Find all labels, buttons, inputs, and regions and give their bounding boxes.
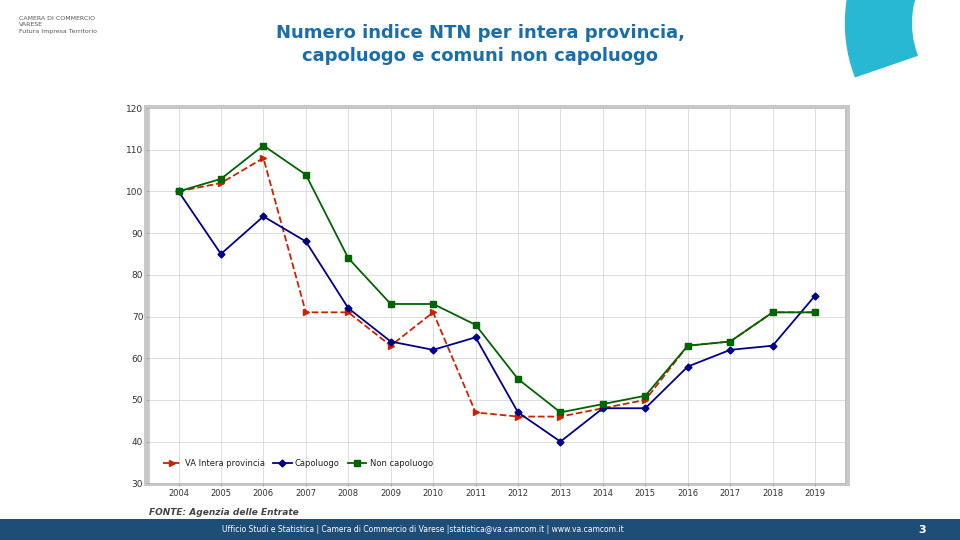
Capoluogo [257, 213, 269, 220]
Capoluogo [597, 405, 609, 411]
Text: CAMERA DI COMMERCIO
VARESE
Futura Impresa Territorio: CAMERA DI COMMERCIO VARESE Futura Impres… [19, 16, 97, 33]
Capoluogo [427, 347, 439, 353]
Text: FONTE: Agenzia delle Entrate: FONTE: Agenzia delle Entrate [149, 508, 299, 517]
Capoluogo [513, 409, 524, 416]
Capoluogo [343, 305, 354, 312]
Capoluogo [300, 238, 312, 245]
Capoluogo [469, 334, 481, 341]
Non capoluogo [767, 309, 779, 315]
Non capoluogo [639, 393, 651, 399]
Line: VA Intera provincia: VA Intera provincia [176, 156, 818, 420]
VA Intera provincia [725, 338, 736, 345]
Capoluogo [725, 347, 736, 353]
Non capoluogo [725, 338, 736, 345]
VA Intera provincia [173, 188, 184, 194]
VA Intera provincia [555, 413, 566, 420]
VA Intera provincia [257, 155, 269, 161]
Line: Capoluogo: Capoluogo [176, 189, 818, 444]
VA Intera provincia [385, 342, 396, 349]
Capoluogo [809, 293, 821, 299]
Non capoluogo [343, 255, 354, 261]
Non capoluogo [513, 376, 524, 382]
Text: Ufficio Studi e Statistica | Camera di Commercio di Varese |statistica@va.camcom: Ufficio Studi e Statistica | Camera di C… [222, 525, 623, 534]
Capoluogo [639, 405, 651, 411]
Capoluogo [385, 338, 396, 345]
VA Intera provincia [513, 413, 524, 420]
VA Intera provincia [809, 309, 821, 315]
VA Intera provincia [639, 397, 651, 403]
Capoluogo [682, 363, 693, 370]
VA Intera provincia [469, 409, 481, 416]
Non capoluogo [427, 301, 439, 307]
Text: Numero indice NTN per intera provincia,
capoluogo e comuni non capoluogo: Numero indice NTN per intera provincia, … [276, 24, 684, 65]
VA Intera provincia [682, 342, 693, 349]
Non capoluogo [300, 172, 312, 178]
VA Intera provincia [215, 180, 227, 186]
Text: 3: 3 [919, 525, 926, 535]
VA Intera provincia [343, 309, 354, 315]
Line: Non capoluogo: Non capoluogo [176, 143, 818, 415]
Non capoluogo [597, 401, 609, 407]
Non capoluogo [215, 176, 227, 182]
Non capoluogo [173, 188, 184, 194]
VA Intera provincia [767, 309, 779, 315]
Capoluogo [215, 251, 227, 257]
VA Intera provincia [597, 405, 609, 411]
Capoluogo [555, 438, 566, 445]
VA Intera provincia [300, 309, 312, 315]
Wedge shape [845, 0, 960, 78]
Legend: VA Intera provincia, Capoluogo, Non capoluogo: VA Intera provincia, Capoluogo, Non capo… [160, 456, 436, 471]
Non capoluogo [682, 342, 693, 349]
VA Intera provincia [427, 309, 439, 315]
Capoluogo [173, 188, 184, 194]
Non capoluogo [257, 142, 269, 149]
Non capoluogo [469, 322, 481, 328]
Non capoluogo [555, 409, 566, 416]
Capoluogo [767, 342, 779, 349]
Non capoluogo [809, 309, 821, 315]
Non capoluogo [385, 301, 396, 307]
